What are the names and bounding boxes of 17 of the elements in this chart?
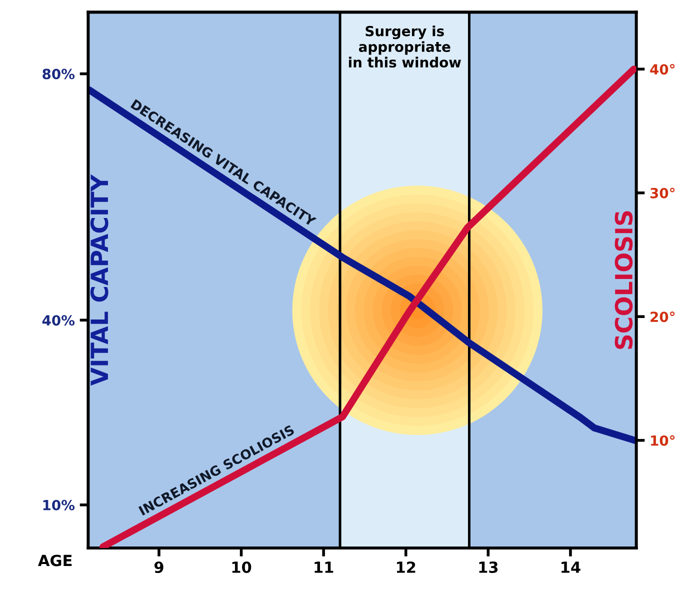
y-tick-label: 40%	[42, 315, 75, 326]
x-tick-label: 14	[562, 562, 580, 573]
y2-tick-label: 30°	[650, 188, 675, 198]
y2-tick-label: 40°	[650, 64, 675, 75]
x-axis-title: AGE	[38, 554, 72, 566]
x-tick-label: 9	[154, 561, 164, 574]
band-label: Surgery is appropriate in this window	[348, 26, 461, 68]
y-tick-label: 10%	[43, 500, 75, 510]
x-tick-label: 13	[479, 561, 498, 574]
y2-axis-title: SCOLIOSIS	[614, 211, 633, 349]
y2-tick-label: 20°	[650, 311, 675, 322]
x-tick-label: 11	[314, 562, 334, 573]
y-axis-title: VITAL CAPACITY	[90, 174, 108, 386]
x-tick-label: 10	[232, 561, 252, 574]
y-tick-label: 80%	[42, 68, 75, 80]
y2-tick-label: 10°	[651, 435, 675, 446]
x-tick-label: 12	[396, 561, 416, 573]
